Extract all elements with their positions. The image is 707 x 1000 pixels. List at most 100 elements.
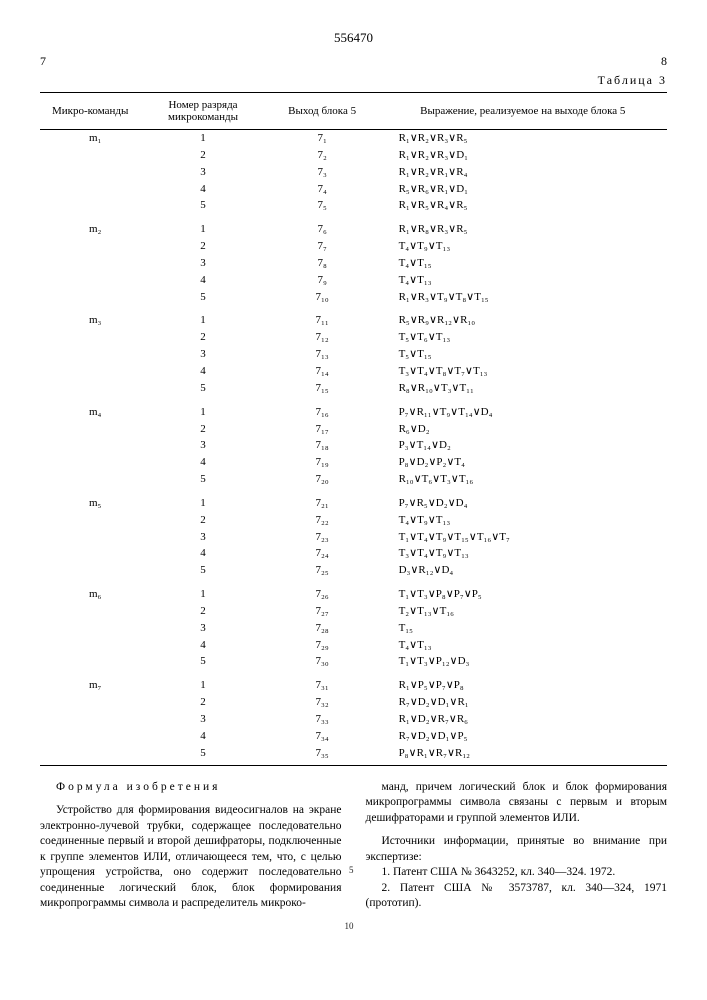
out-cell: 7₂₉ bbox=[266, 637, 379, 654]
expr-cell: T₄∨T₁₅ bbox=[379, 255, 667, 272]
bit-cell: 3 bbox=[140, 529, 265, 546]
bit-cell: 4 bbox=[140, 454, 265, 471]
out-cell: 7₂₆ bbox=[266, 579, 379, 603]
left-column: Формула изобретения Устройство для форми… bbox=[40, 780, 342, 912]
mc-cell bbox=[40, 181, 140, 198]
expr-cell: R₇∨D₂∨D₁∨R₁ bbox=[379, 694, 667, 711]
bit-cell: 5 bbox=[140, 197, 265, 214]
mc-cell bbox=[40, 329, 140, 346]
expr-cell: T₁∨T₃∨P₁₂∨D₃ bbox=[379, 653, 667, 670]
out-cell: 7₂₁ bbox=[266, 488, 379, 512]
source-item-2: 2. Патент США № 3573787, кл. 340—324, 19… bbox=[366, 881, 668, 912]
mc-cell bbox=[40, 147, 140, 164]
expr-cell: T₅∨T₁₅ bbox=[379, 346, 667, 363]
bit-cell: 5 bbox=[140, 653, 265, 670]
expr-cell: D₃∨R₁₂∨D₄ bbox=[379, 562, 667, 579]
out-cell: 7₂₈ bbox=[266, 620, 379, 637]
right-column: манд, причем логический блок и блок форм… bbox=[366, 780, 668, 912]
formula-title: Формула изобретения bbox=[40, 780, 342, 796]
out-cell: 7₃₂ bbox=[266, 694, 379, 711]
out-cell: 7₁₄ bbox=[266, 363, 379, 380]
out-cell: 7₂₂ bbox=[266, 512, 379, 529]
out-cell: 7₁₁ bbox=[266, 305, 379, 329]
mc-cell: m₂ bbox=[40, 214, 140, 238]
sources-heading: Источники информации, принятые во вниман… bbox=[366, 834, 668, 865]
expr-cell: R₅∨R₉∨R₁₂∨R₁₀ bbox=[379, 305, 667, 329]
left-paragraph: Устройство для формирования видеосигнало… bbox=[40, 803, 342, 912]
table-caption: Таблица 3 bbox=[40, 73, 667, 88]
col-header-expr: Выражение, реализуемое на выходе блока 5 bbox=[379, 93, 667, 130]
expr-cell: P₈∨R₁∨R₇∨R₁₂ bbox=[379, 745, 667, 765]
bit-cell: 2 bbox=[140, 238, 265, 255]
bit-cell: 5 bbox=[140, 380, 265, 397]
mc-cell: m₇ bbox=[40, 670, 140, 694]
bit-cell: 1 bbox=[140, 488, 265, 512]
expr-cell: R₁∨R₂∨R₃∨D₁ bbox=[379, 147, 667, 164]
expr-cell: P₃∨T₁₄∨D₂ bbox=[379, 437, 667, 454]
mc-cell bbox=[40, 346, 140, 363]
bit-cell: 1 bbox=[140, 214, 265, 238]
bit-cell: 2 bbox=[140, 421, 265, 438]
out-cell: 7₇ bbox=[266, 238, 379, 255]
expr-cell: P₇∨R₁₁∨T₉∨T₁₄∨D₄ bbox=[379, 397, 667, 421]
page-right: 8 bbox=[661, 54, 667, 69]
out-cell: 7₁₉ bbox=[266, 454, 379, 471]
expr-cell: R₁∨P₅∨P₇∨P₈ bbox=[379, 670, 667, 694]
expr-cell: T₁₅ bbox=[379, 620, 667, 637]
mc-cell bbox=[40, 545, 140, 562]
out-cell: 7₂₃ bbox=[266, 529, 379, 546]
out-cell: 7₁ bbox=[266, 130, 379, 147]
body-columns: Формула изобретения Устройство для форми… bbox=[40, 780, 667, 912]
bit-cell: 3 bbox=[140, 346, 265, 363]
mc-cell bbox=[40, 637, 140, 654]
expr-cell: R₁∨R₅∨R₄∨R₅ bbox=[379, 197, 667, 214]
patent-number: 556470 bbox=[40, 30, 667, 46]
bit-cell: 2 bbox=[140, 694, 265, 711]
mc-cell: m₄ bbox=[40, 397, 140, 421]
out-cell: 7₂₀ bbox=[266, 471, 379, 488]
mc-cell bbox=[40, 694, 140, 711]
out-cell: 7₁₆ bbox=[266, 397, 379, 421]
expr-cell: T₂∨T₁₃∨T₁₆ bbox=[379, 603, 667, 620]
line-number-5: 5 bbox=[349, 864, 354, 876]
mc-cell: m₁ bbox=[40, 130, 140, 147]
bit-cell: 1 bbox=[140, 397, 265, 421]
bit-cell: 2 bbox=[140, 603, 265, 620]
mc-cell bbox=[40, 272, 140, 289]
bit-cell: 1 bbox=[140, 579, 265, 603]
mc-cell bbox=[40, 603, 140, 620]
out-cell: 7₂₅ bbox=[266, 562, 379, 579]
mc-cell: m₅ bbox=[40, 488, 140, 512]
page-left: 7 bbox=[40, 54, 46, 69]
expr-cell: T₄∨T₁₃ bbox=[379, 637, 667, 654]
bit-cell: 3 bbox=[140, 711, 265, 728]
out-cell: 7₁₇ bbox=[266, 421, 379, 438]
mc-cell bbox=[40, 512, 140, 529]
mc-cell bbox=[40, 711, 140, 728]
bit-cell: 4 bbox=[140, 637, 265, 654]
out-cell: 7₄ bbox=[266, 181, 379, 198]
out-cell: 7₃₃ bbox=[266, 711, 379, 728]
bit-cell: 3 bbox=[140, 255, 265, 272]
mc-cell bbox=[40, 454, 140, 471]
expr-cell: T₅∨T₆∨T₁₃ bbox=[379, 329, 667, 346]
source-item-1: 1. Патент США № 3643252, кл. 340—324. 19… bbox=[366, 865, 668, 881]
right-paragraph-1: манд, причем логический блок и блок форм… bbox=[366, 780, 668, 827]
mc-cell bbox=[40, 653, 140, 670]
expr-cell: R₁∨R₂∨R₁∨R₄ bbox=[379, 164, 667, 181]
bit-cell: 5 bbox=[140, 562, 265, 579]
expr-cell: P₈∨D₂∨P₂∨T₄ bbox=[379, 454, 667, 471]
mc-cell bbox=[40, 728, 140, 745]
bit-cell: 1 bbox=[140, 130, 265, 147]
mc-cell: m₆ bbox=[40, 579, 140, 603]
mc-cell bbox=[40, 437, 140, 454]
expr-cell: T₁∨T₄∨T₉∨T₁₅∨T₁₆∨T₇ bbox=[379, 529, 667, 546]
bit-cell: 4 bbox=[140, 181, 265, 198]
out-cell: 7₃ bbox=[266, 164, 379, 181]
out-cell: 7₂₄ bbox=[266, 545, 379, 562]
expr-cell: R₁∨R₈∨R₃∨R₅ bbox=[379, 214, 667, 238]
out-cell: 7₃₅ bbox=[266, 745, 379, 765]
expr-cell: P₇∨R₅∨D₂∨D₄ bbox=[379, 488, 667, 512]
mc-cell bbox=[40, 745, 140, 765]
mc-cell bbox=[40, 471, 140, 488]
